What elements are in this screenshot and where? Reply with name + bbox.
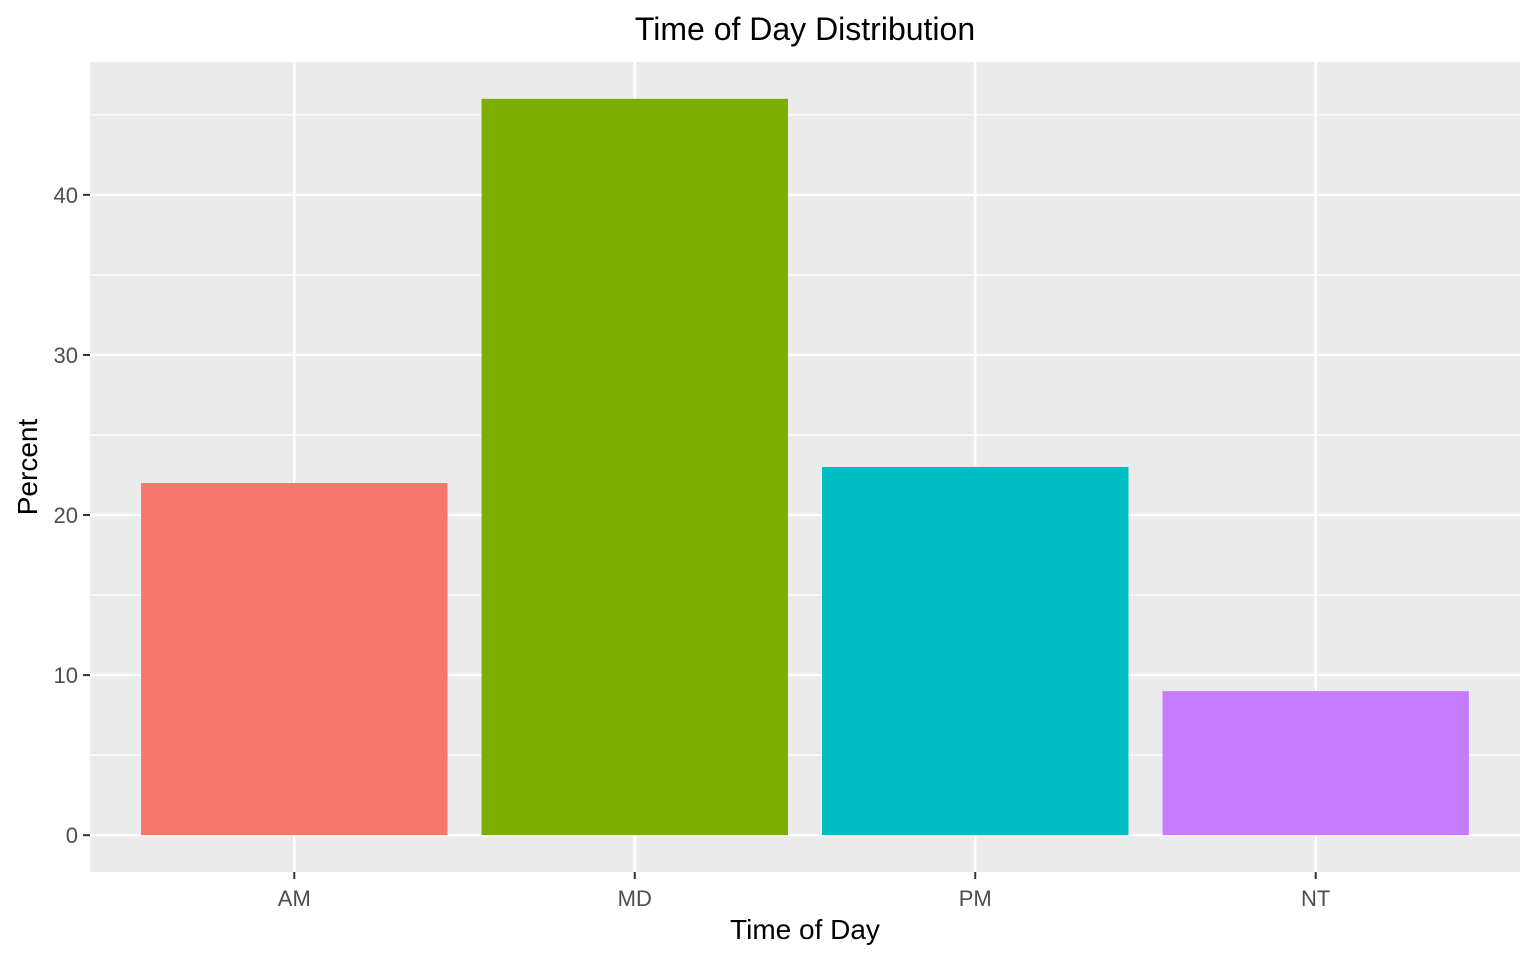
chart-title: Time of Day Distribution [634, 11, 976, 47]
x-tick-label: PM [959, 886, 992, 911]
bars [141, 98, 1469, 836]
x-tick-label: AM [278, 886, 311, 911]
y-tick-label: 0 [66, 823, 78, 848]
y-tick-label: 20 [54, 503, 78, 528]
x-axis-ticks: AM MD PM NT [278, 872, 1330, 911]
x-tick-label: MD [618, 886, 652, 911]
bar-pm [822, 467, 1129, 836]
y-tick-label: 30 [54, 343, 78, 368]
x-axis-title: Time of Day [730, 914, 880, 945]
bar-am [141, 483, 448, 836]
y-axis-ticks: 0 10 20 30 40 [54, 183, 90, 848]
y-axis-title: Percent [12, 418, 43, 516]
x-tick-label: NT [1301, 886, 1330, 911]
y-tick-label: 40 [54, 183, 78, 208]
bar-md [481, 98, 788, 836]
bar-nt [1162, 691, 1469, 836]
y-tick-label: 10 [54, 663, 78, 688]
